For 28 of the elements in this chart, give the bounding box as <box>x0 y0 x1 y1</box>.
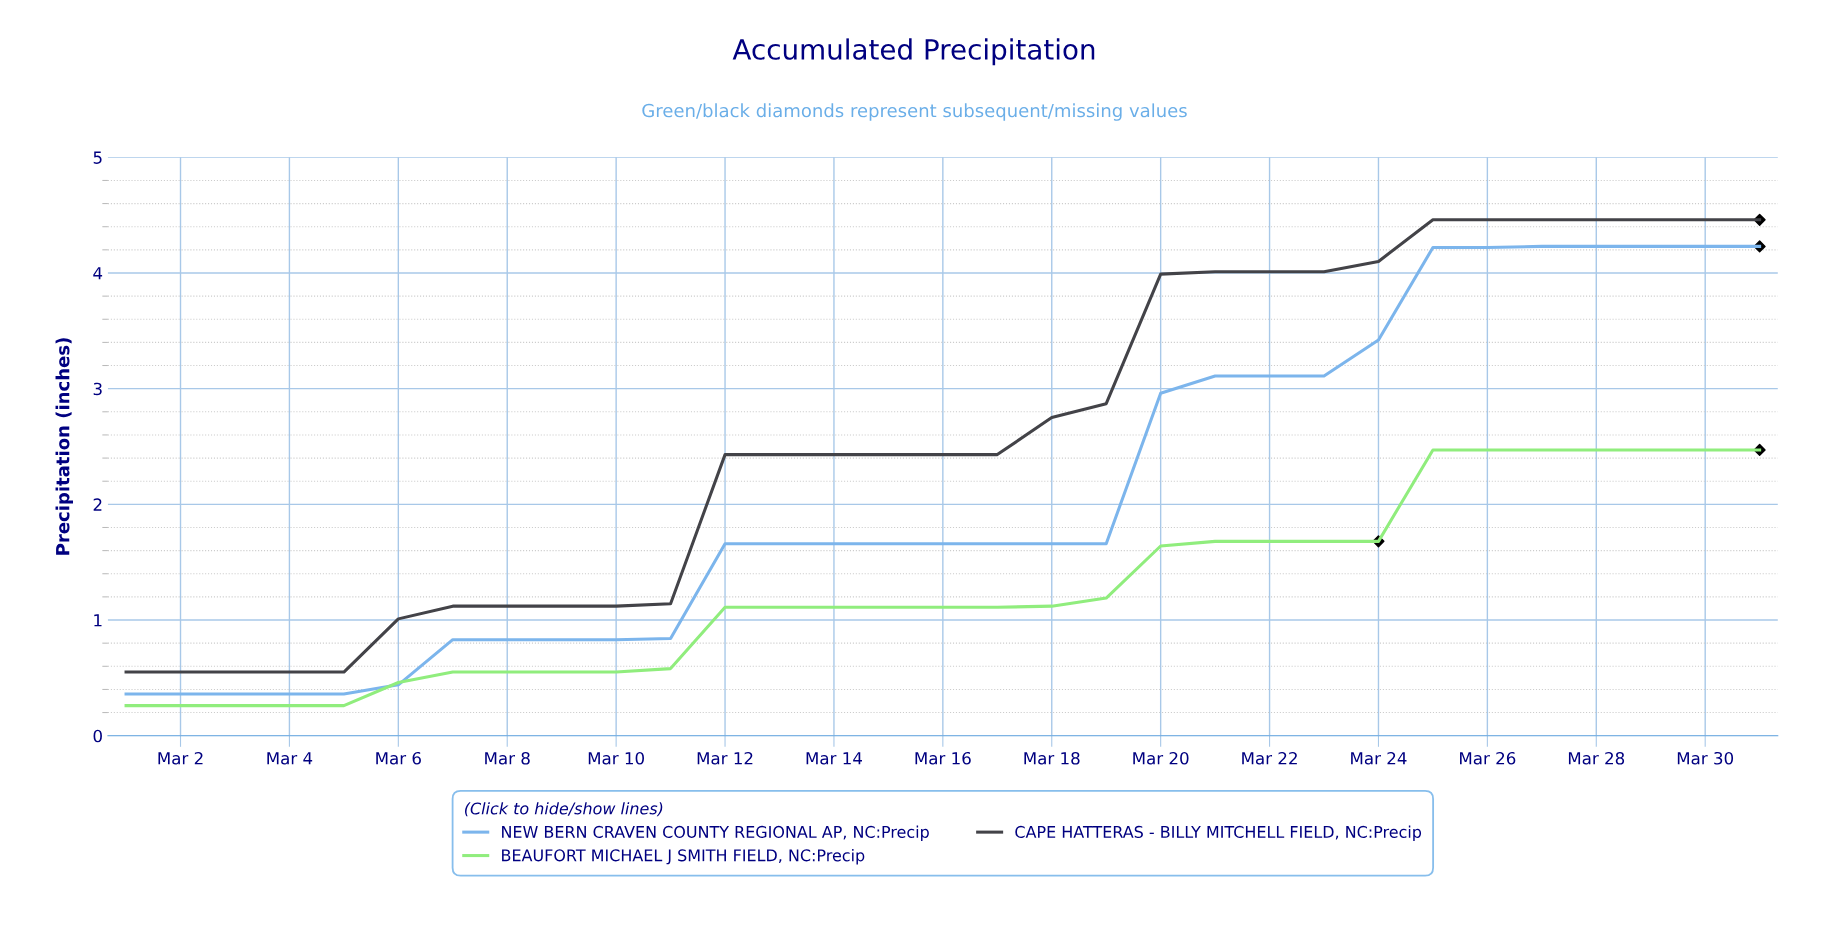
legend-label: BEAUFORT MICHAEL J SMITH FIELD, NC:Precip <box>502 849 865 865</box>
x-tick-label: Mar 6 <box>376 751 421 765</box>
chart-subtitle: Green/black diamonds represent subsequent/missing values <box>642 103 1187 121</box>
x-tick-label: Mar 24 <box>1351 751 1407 765</box>
legend-label: CAPE HATTERAS - BILLY MITCHELL FIELD, NC:Precip <box>1015 825 1422 842</box>
x-tick-label: Mar 2 <box>158 751 203 765</box>
legend-title: (Click to hide/show lines) <box>465 802 663 817</box>
y-tick-label: 4 <box>93 267 103 280</box>
x-tick-label: Mar 10 <box>588 751 644 765</box>
x-tick-label: Mar 30 <box>1677 751 1734 765</box>
x-tick-label: Mar 4 <box>267 752 313 765</box>
y-tick-label: 2 <box>93 498 102 511</box>
y-tick-label: 1 <box>94 614 102 627</box>
x-tick-label: Mar 8 <box>485 751 530 765</box>
y-tick-label: 5 <box>93 151 102 164</box>
x-tick-label: Mar 14 <box>806 752 862 765</box>
legend-label: NEW BERN CRAVEN COUNTY REGIONAL AP, NC:Precip <box>502 825 929 842</box>
chart-title: Accumulated Precipitation <box>732 38 1095 66</box>
x-tick-label: Mar 28 <box>1568 751 1625 765</box>
x-tick-label: Mar 20 <box>1133 751 1189 765</box>
x-tick-label: Mar 22 <box>1242 751 1297 765</box>
x-tick-label: Mar 12 <box>697 751 753 765</box>
y-axis-title: Precipitation (inches) <box>55 338 73 555</box>
x-tick-label: Mar 16 <box>915 751 971 765</box>
x-tick-label: Mar 26 <box>1460 751 1516 765</box>
y-tick-label: 0 <box>93 729 102 743</box>
y-tick-label: 3 <box>93 382 102 396</box>
x-tick-label: Mar 18 <box>1024 751 1080 765</box>
